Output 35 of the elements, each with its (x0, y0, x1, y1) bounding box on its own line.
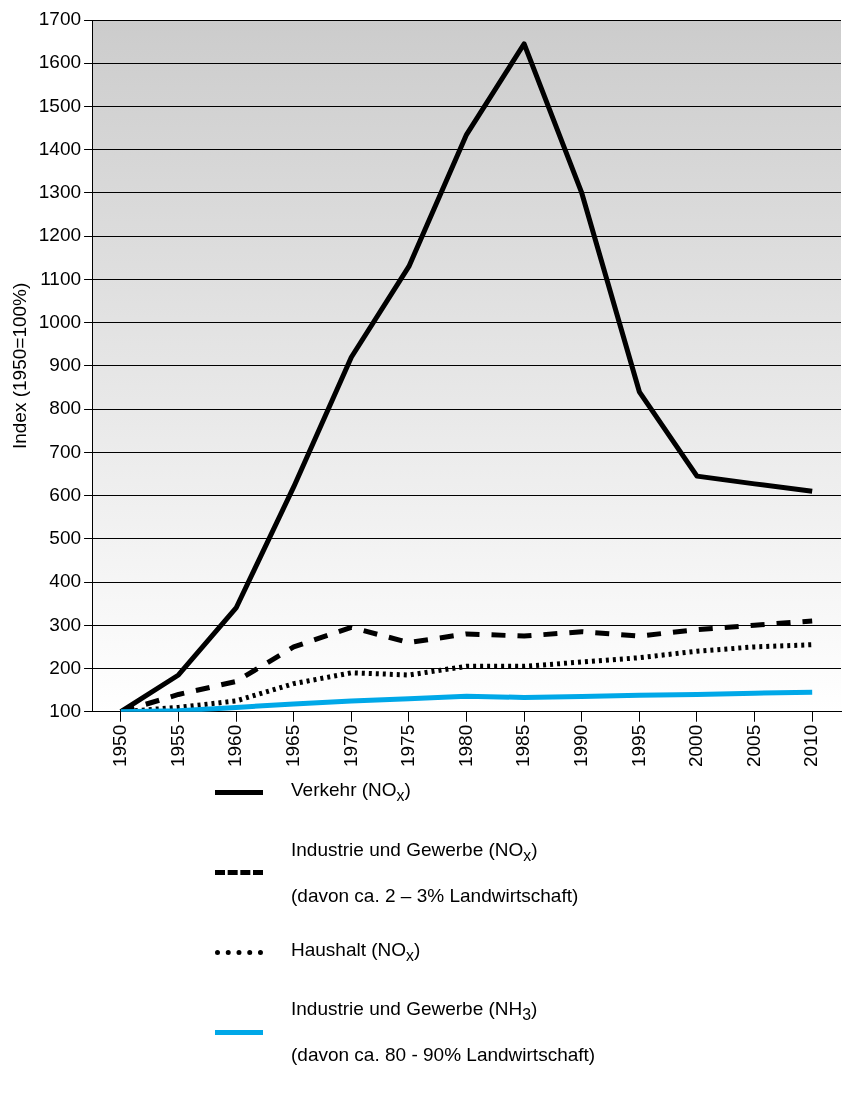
y-tick-label: 200 (49, 656, 82, 678)
text: Industrie und Gewerbe (NO$_{x}$) (davon ca. 2 – 3% Landwirtschaft) (291, 838, 579, 906)
legend-label: Verkehr (NO$_{x}$) (291, 778, 411, 806)
y-tick-label: 1200 (38, 224, 82, 246)
x-tick-label: 2000 (685, 724, 707, 768)
y-tick-label: 900 (49, 354, 82, 376)
y-tick-label: 500 (49, 527, 82, 549)
y-tick-label: 1300 (38, 181, 82, 203)
x-tick-label: 1950 (109, 724, 131, 768)
x-tick-label: 2005 (742, 724, 764, 768)
x-tick-label: 1990 (569, 724, 591, 768)
y-tick-label: 1100 (40, 267, 82, 289)
x-tick-label: 1960 (224, 724, 246, 768)
y-tick-label: 1000 (38, 310, 82, 332)
text: Industrie und Gewerbe (NH$_{3}$) (davon ca. 80 - 90% Landwirtschaft) (291, 998, 596, 1066)
y-tick-label: 300 (49, 613, 82, 635)
legend-label: Haushalt (NO$_{x}$) (291, 937, 421, 966)
y-tick-label: 600 (49, 483, 82, 505)
x-tick-label: 2010 (800, 724, 822, 768)
y-tick-label: 1500 (38, 94, 82, 116)
y-tick-label: 400 (49, 570, 82, 592)
y-tick-label: 1600 (38, 51, 82, 73)
y-tick-label: 700 (49, 440, 82, 462)
x-tick-label: 1965 (281, 724, 303, 768)
x-tick-label: 1985 (512, 724, 534, 768)
x-tick-label: 1970 (339, 724, 361, 768)
x-tick-label: 1980 (454, 724, 476, 768)
y-tick-label: 100 (49, 699, 82, 721)
x-tick-label: 1955 (166, 724, 188, 768)
y-tick-label: 1700 (38, 8, 82, 30)
y-axis-title: Index (1950=100%) (8, 282, 30, 450)
x-tick-label: 1995 (627, 724, 649, 768)
x-tick-label: 1975 (397, 724, 419, 768)
y-tick-label: 1400 (38, 137, 82, 159)
y-tick-label: 800 (49, 397, 82, 419)
